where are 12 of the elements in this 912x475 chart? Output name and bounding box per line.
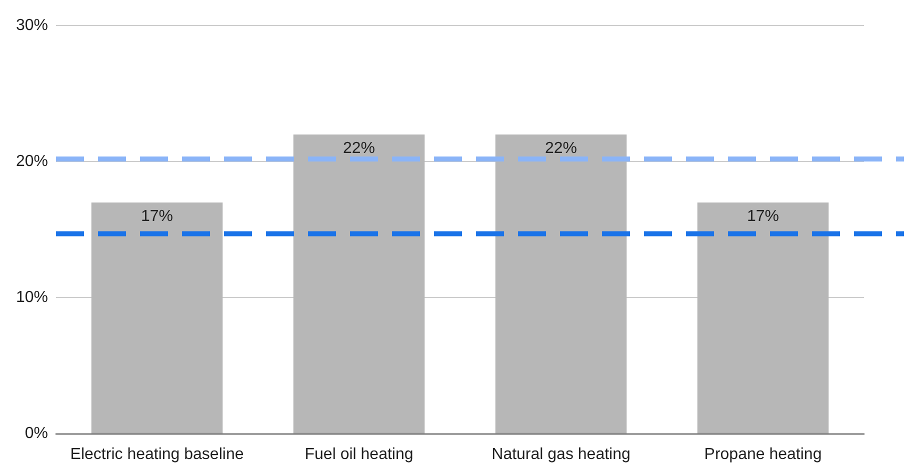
x-tick-label: Propane heating xyxy=(704,446,822,463)
y-tick-label: 10% xyxy=(16,289,48,306)
data-label: 22% xyxy=(343,140,376,157)
y-tick-label: 20% xyxy=(16,153,48,170)
data-label: 22% xyxy=(544,140,578,157)
x-tick-label: Natural gas heating xyxy=(492,446,630,463)
data-label: 17% xyxy=(746,208,780,225)
y-tick-label: 0% xyxy=(24,425,48,442)
data-label: 17% xyxy=(141,208,174,225)
x-tick-label: Fuel oil heating xyxy=(304,446,414,463)
x-tick-label: Electric heating baseline xyxy=(70,446,244,463)
y-tick-label: 30% xyxy=(16,17,48,34)
